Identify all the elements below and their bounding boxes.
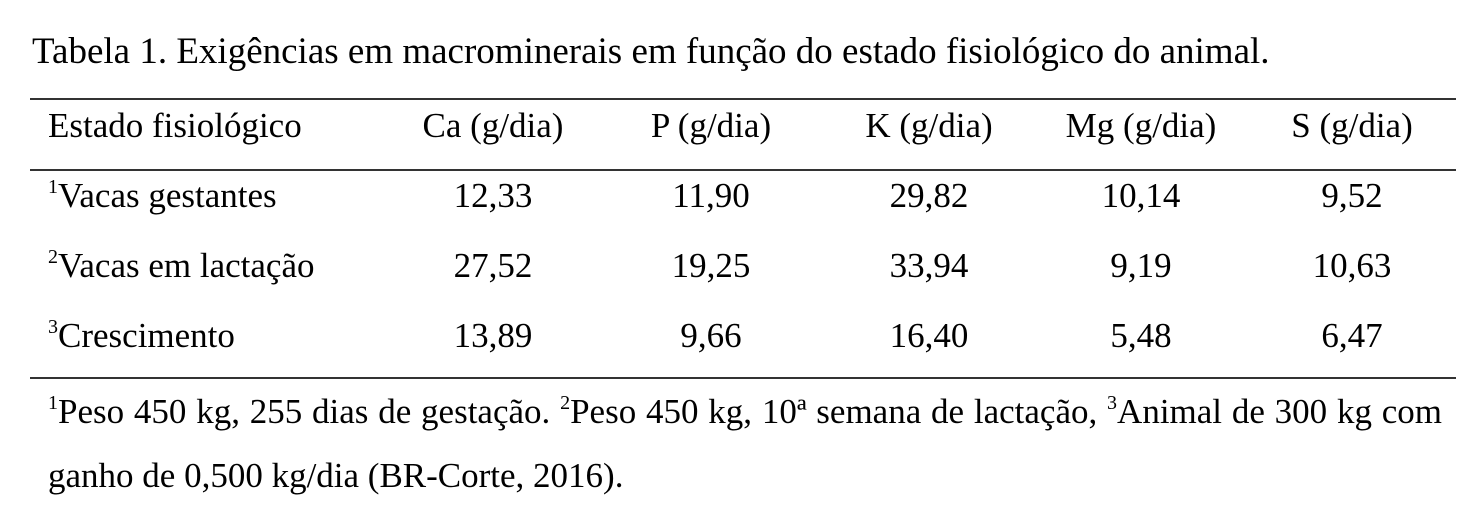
- table-cell: 5,48: [1110, 316, 1172, 355]
- footnote-mark: 1: [48, 392, 58, 414]
- footnote: 1Peso 450 kg, 255 dias de gestação.: [48, 392, 550, 431]
- table-cell: 27,52: [453, 246, 533, 285]
- column-header: S (g/dia): [1291, 106, 1413, 145]
- row-label: 1Vacas gestantes: [48, 176, 277, 216]
- table-cell: 9,19: [1110, 246, 1172, 285]
- top-rule: [30, 98, 1456, 100]
- table-title: Tabela 1. Exigências em macrominerais em…: [32, 31, 1270, 72]
- footnote-mark: 2: [560, 392, 571, 414]
- footnote-mark: 3: [1107, 392, 1118, 414]
- row-label: 2Vacas em lactação: [48, 246, 315, 286]
- footnote-text: Peso 450 kg, 255 dias de gestação.: [58, 392, 551, 431]
- table-cell: 12,33: [453, 176, 533, 215]
- footnote-text: Peso 450 kg, 10ª semana de lactação,: [570, 392, 1098, 431]
- row-label-text: Crescimento: [58, 316, 235, 355]
- table-cell: 19,25: [671, 246, 751, 285]
- footnote: 2Peso 450 kg, 10ª semana de lactação,: [560, 392, 1097, 431]
- footnote-mark: 3: [48, 316, 58, 338]
- table-cell: 33,94: [889, 246, 969, 285]
- row-label-text: Vacas gestantes: [58, 176, 277, 215]
- footnote-mark: 2: [48, 246, 58, 268]
- table-cell: 6,47: [1321, 316, 1383, 355]
- table-cell: 16,40: [889, 316, 969, 355]
- column-header: Ca (g/dia): [422, 106, 564, 145]
- header-rule: [30, 169, 1456, 171]
- table-cell: 29,82: [889, 176, 969, 215]
- row-label: 3Crescimento: [48, 316, 235, 356]
- footnote-mark: 1: [48, 176, 58, 198]
- table-cell: 13,89: [453, 316, 533, 355]
- column-header: Estado fisiológico: [48, 106, 302, 145]
- bottom-rule: [30, 377, 1456, 379]
- footnote-text: Animal de 300 kg com ganho de 0,500 kg/d…: [48, 392, 1443, 495]
- table-cell: 11,90: [672, 176, 750, 215]
- column-header: P (g/dia): [650, 106, 772, 145]
- table-cell: 10,14: [1101, 176, 1181, 215]
- table-cell: 9,52: [1321, 176, 1383, 215]
- row-label-text: Vacas em lactação: [58, 246, 315, 285]
- table-cell: 10,63: [1312, 246, 1392, 285]
- column-header: K (g/dia): [865, 106, 993, 145]
- footnotes: 1Peso 450 kg, 255 dias de gestação. 2Pes…: [48, 380, 1442, 508]
- table-cell: 9,66: [680, 316, 742, 355]
- column-header: Mg (g/dia): [1065, 106, 1217, 145]
- footnote: 3Animal de 300 kg com ganho de 0,500 kg/…: [48, 392, 1442, 495]
